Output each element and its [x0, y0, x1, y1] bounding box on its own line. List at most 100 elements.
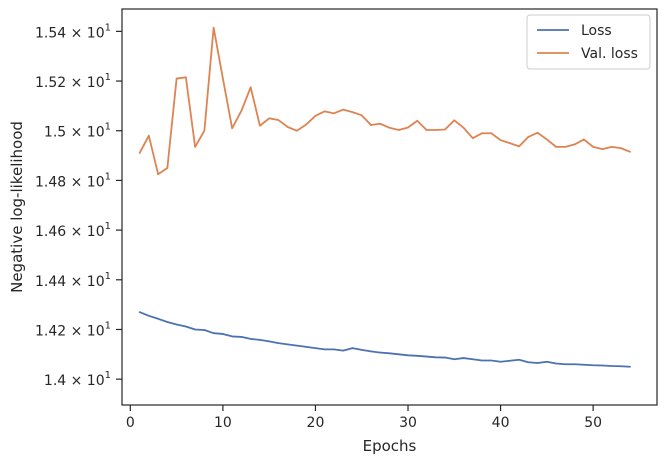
data-point-loss-16	[277, 342, 280, 344]
data-point-val-loss-12	[240, 110, 243, 112]
y-tick-label-15.4: 1.54 × 101	[35, 22, 111, 41]
data-point-val-loss-38	[481, 132, 483, 135]
data-point-loss-20	[314, 347, 317, 349]
data-point-loss-4	[166, 321, 169, 323]
data-point-loss-7	[194, 328, 196, 331]
data-point-loss-24	[351, 347, 354, 349]
data-point-loss-13	[249, 338, 252, 340]
data-point-loss-42	[518, 358, 520, 361]
y-axis-label: Negative log-likelihood	[8, 121, 26, 293]
data-point-loss-44	[536, 362, 539, 364]
data-point-val-loss-17	[286, 126, 289, 128]
data-point-loss-50	[592, 364, 594, 367]
data-point-val-loss-3	[157, 173, 159, 176]
data-point-val-loss-14	[259, 124, 261, 127]
data-point-loss-45	[546, 360, 548, 363]
data-point-val-loss-39	[490, 132, 493, 135]
data-point-loss-10	[222, 333, 224, 335]
data-point-val-loss-34	[444, 128, 446, 131]
plot-frame	[121, 8, 658, 406]
legend-label-loss: Loss	[581, 23, 612, 39]
data-point-loss-15	[268, 340, 270, 343]
data-point-loss-35	[453, 358, 456, 361]
data-point-val-loss-23	[342, 108, 345, 111]
data-point-loss-12	[240, 336, 243, 338]
data-point-val-loss-9	[212, 26, 215, 29]
data-point-loss-39	[490, 359, 493, 362]
data-point-loss-40	[499, 360, 502, 363]
data-point-val-loss-19	[305, 123, 308, 126]
data-point-val-loss-46	[555, 146, 557, 148]
y-tick-label-15.2: 1.52 × 101	[35, 72, 111, 91]
data-point-loss-6	[185, 325, 187, 328]
data-point-loss-38	[481, 359, 483, 362]
legend-label-val-loss: Val. loss	[581, 46, 638, 62]
y-tick-label-14.6: 1.46 × 101	[35, 221, 111, 240]
x-tick-label-0: 0	[126, 415, 135, 431]
data-point-loss-51	[601, 364, 604, 367]
data-point-loss-11	[231, 335, 233, 338]
data-point-val-loss-32	[425, 129, 428, 131]
data-point-val-loss-11	[231, 127, 233, 130]
data-point-loss-27	[379, 351, 382, 354]
data-point-loss-5	[175, 323, 178, 326]
data-point-val-loss-41	[509, 142, 511, 144]
legend: Loss Val. loss	[526, 14, 651, 70]
data-point-val-loss-26	[370, 124, 372, 126]
data-point-loss-19	[305, 346, 308, 348]
data-point-val-loss-35	[453, 119, 456, 122]
data-point-val-loss-8	[203, 129, 206, 132]
x-axis-ticks: 0 10 20 30 40 50	[126, 405, 602, 431]
y-tick-label-14.8: 1.48 × 101	[35, 171, 111, 190]
series-line-val-loss	[138, 26, 631, 176]
data-point-loss-53	[620, 365, 622, 368]
data-point-val-loss-15	[268, 117, 270, 120]
data-point-val-loss-31	[416, 119, 419, 122]
data-point-val-loss-18	[296, 129, 298, 132]
data-point-val-loss-10	[222, 77, 224, 80]
data-point-loss-31	[416, 355, 419, 357]
data-point-loss-33	[434, 356, 437, 359]
data-point-val-loss-20	[314, 115, 317, 117]
y-tick-label-14: 1.4 × 101	[44, 370, 111, 389]
data-point-val-loss-51	[601, 148, 604, 150]
data-point-val-loss-54	[629, 151, 631, 153]
x-tick-label-10: 10	[214, 415, 232, 431]
data-point-val-loss-21	[323, 110, 326, 113]
data-point-val-loss-45	[546, 138, 548, 141]
data-point-val-loss-36	[462, 126, 465, 129]
data-point-val-loss-1	[138, 152, 141, 154]
data-point-val-loss-28	[388, 126, 391, 129]
data-point-val-loss-25	[360, 114, 363, 117]
y-axis-ticks: 1.4 × 101 1.42 × 101 1.44 × 101 1.46 × 101 1…	[35, 22, 122, 389]
x-tick-label-50: 50	[584, 415, 602, 431]
data-point-loss-23	[342, 349, 345, 352]
data-point-loss-22	[333, 348, 335, 351]
data-point-loss-30	[407, 354, 409, 357]
data-point-loss-54	[629, 365, 631, 368]
data-point-val-loss-4	[166, 167, 169, 169]
data-point-val-loss-5	[175, 77, 178, 80]
data-point-val-loss-13	[249, 86, 252, 89]
data-point-loss-2	[148, 315, 150, 317]
legend-box	[526, 14, 651, 70]
x-tick-label-20: 20	[307, 415, 325, 431]
x-tick-label-40: 40	[492, 415, 510, 431]
data-point-val-loss-6	[185, 76, 187, 79]
y-tick-label-15: 1.5 × 101	[44, 122, 111, 141]
y-tick-label-14.2: 1.42 × 101	[35, 320, 111, 339]
data-point-val-loss-7	[194, 146, 196, 148]
data-point-loss-46	[555, 362, 557, 365]
data-point-loss-47	[564, 363, 567, 366]
plot-area	[122, 9, 657, 405]
data-point-val-loss-53	[620, 147, 622, 149]
data-point-loss-43	[527, 361, 530, 364]
data-point-loss-25	[360, 349, 363, 351]
series-layer	[138, 26, 631, 368]
data-point-loss-21	[323, 348, 326, 351]
data-point-loss-34	[444, 356, 446, 359]
data-point-val-loss-27	[379, 122, 382, 125]
data-point-val-loss-48	[573, 143, 576, 146]
data-point-val-loss-43	[527, 136, 530, 138]
